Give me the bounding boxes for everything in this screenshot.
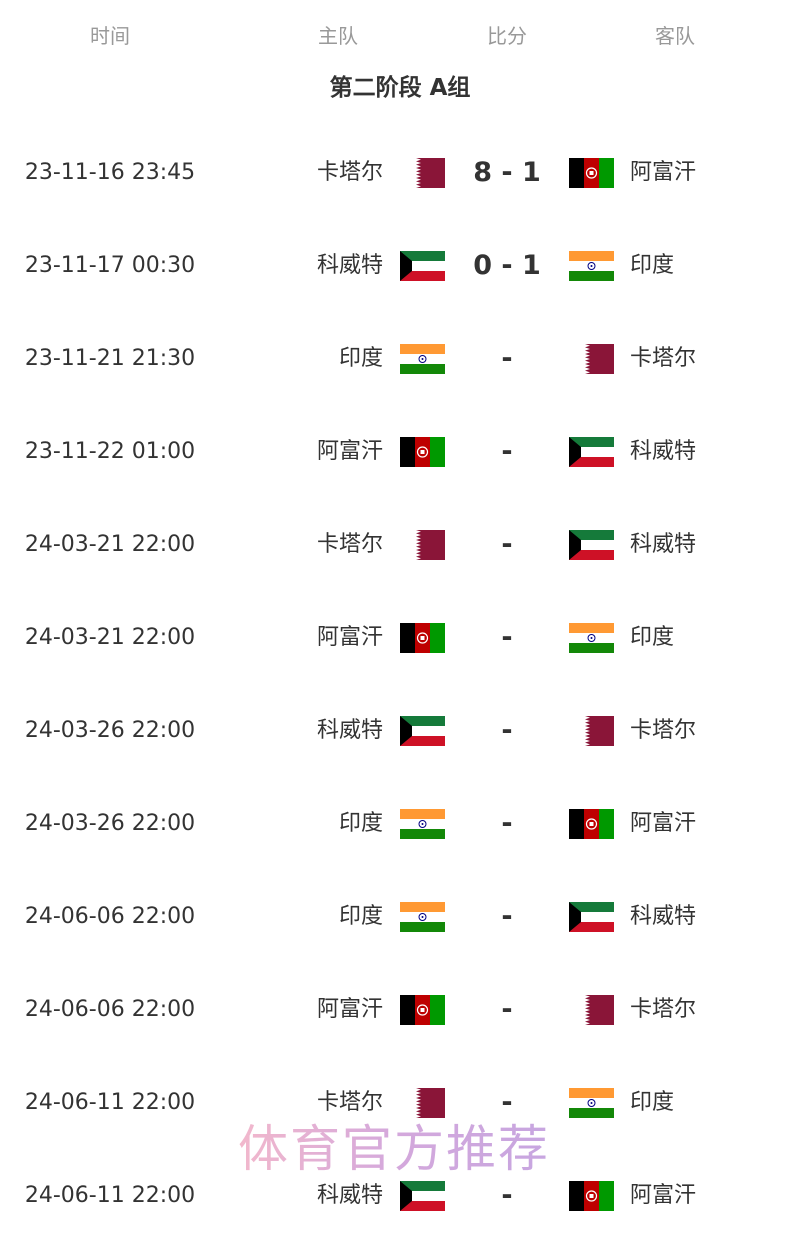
away-team: 印度	[630, 1090, 675, 1115]
header-score: 比分	[487, 24, 527, 48]
india-flag-icon	[400, 902, 445, 932]
group-title: 第二阶段 A组	[329, 75, 471, 101]
india-flag-icon	[569, 623, 614, 653]
qatar-flag-icon	[400, 530, 445, 560]
match-row[interactable]: 24-06-06 22:00 印度 - 科威特	[0, 892, 800, 942]
match-row[interactable]: 24-03-21 22:00 卡塔尔 - 科威特	[0, 520, 800, 570]
away-team: 印度	[630, 625, 675, 650]
match-time: 24-03-26 22:00	[24, 718, 196, 743]
match-time: 24-06-06 22:00	[24, 904, 196, 929]
away-team: 科威特	[630, 439, 697, 464]
india-flag-icon	[400, 809, 445, 839]
afghanistan-flag-icon	[400, 623, 445, 653]
india-flag-icon	[569, 1088, 614, 1118]
kuwait-flag-icon	[400, 251, 445, 281]
match-time: 23-11-17 00:30	[24, 253, 196, 278]
kuwait-flag-icon	[400, 1181, 445, 1211]
qatar-flag-icon	[569, 995, 614, 1025]
match-score: -	[501, 1087, 513, 1118]
match-score: -	[501, 808, 513, 839]
india-flag-icon	[569, 251, 614, 281]
kuwait-flag-icon	[569, 902, 614, 932]
away-team: 阿富汗	[630, 1183, 697, 1208]
away-team: 阿富汗	[630, 811, 697, 836]
away-team: 阿富汗	[630, 160, 697, 185]
away-team: 卡塔尔	[630, 718, 697, 743]
match-score: -	[501, 994, 513, 1025]
qatar-flag-icon	[569, 344, 614, 374]
away-team: 印度	[630, 253, 675, 278]
match-time: 24-06-06 22:00	[24, 997, 196, 1022]
match-score: -	[501, 436, 513, 467]
match-time: 24-06-11 22:00	[24, 1183, 196, 1208]
kuwait-flag-icon	[569, 437, 614, 467]
afghanistan-flag-icon	[569, 1181, 614, 1211]
home-team: 科威特	[316, 253, 383, 278]
home-team: 科威特	[316, 1183, 383, 1208]
home-team: 卡塔尔	[316, 1090, 383, 1115]
home-team: 阿富汗	[316, 997, 383, 1022]
afghanistan-flag-icon	[569, 809, 614, 839]
header-home: 主队	[318, 24, 358, 48]
away-team: 卡塔尔	[630, 346, 697, 371]
header-time: 时间	[90, 24, 130, 48]
match-row[interactable]: 23-11-22 01:00 阿富汗 - 科威特	[0, 427, 800, 477]
match-row[interactable]: 24-06-11 22:00 科威特 - 阿富汗	[0, 1171, 800, 1221]
match-score: 0 - 1	[473, 250, 541, 281]
away-team: 科威特	[630, 904, 697, 929]
india-flag-icon	[400, 344, 445, 374]
match-row[interactable]: 24-06-11 22:00 卡塔尔 - 印度	[0, 1078, 800, 1128]
header-away: 客队	[655, 24, 695, 48]
match-row[interactable]: 24-03-21 22:00 阿富汗 - 印度	[0, 613, 800, 663]
watermark: 体育官方推荐	[238, 1120, 550, 1178]
match-time: 24-03-26 22:00	[24, 811, 196, 836]
match-row[interactable]: 24-03-26 22:00 科威特 - 卡塔尔	[0, 706, 800, 756]
away-team: 科威特	[630, 532, 697, 557]
match-time: 24-03-21 22:00	[24, 625, 196, 650]
match-time: 24-03-21 22:00	[24, 532, 196, 557]
home-team: 印度	[338, 346, 383, 371]
home-team: 印度	[338, 904, 383, 929]
match-score: -	[501, 622, 513, 653]
home-team: 阿富汗	[316, 625, 383, 650]
match-time: 23-11-21 21:30	[24, 346, 196, 371]
qatar-flag-icon	[400, 1088, 445, 1118]
home-team: 卡塔尔	[316, 160, 383, 185]
home-team: 阿富汗	[316, 439, 383, 464]
match-score: -	[501, 715, 513, 746]
afghanistan-flag-icon	[569, 158, 614, 188]
match-score: -	[501, 343, 513, 374]
home-team: 卡塔尔	[316, 532, 383, 557]
match-row[interactable]: 23-11-21 21:30 印度 - 卡塔尔	[0, 334, 800, 384]
match-time: 23-11-22 01:00	[24, 439, 196, 464]
afghanistan-flag-icon	[400, 995, 445, 1025]
match-score: -	[501, 901, 513, 932]
home-team: 科威特	[316, 718, 383, 743]
match-time: 23-11-16 23:45	[24, 160, 196, 185]
match-time: 24-06-11 22:00	[24, 1090, 196, 1115]
match-row[interactable]: 23-11-16 23:45 卡塔尔 8 - 1 阿富汗	[0, 148, 800, 198]
qatar-flag-icon	[400, 158, 445, 188]
afghanistan-flag-icon	[400, 437, 445, 467]
match-row[interactable]: 23-11-17 00:30 科威特 0 - 1 印度	[0, 241, 800, 291]
match-row[interactable]: 24-03-26 22:00 印度 - 阿富汗	[0, 799, 800, 849]
home-team: 印度	[338, 811, 383, 836]
match-row[interactable]: 24-06-06 22:00 阿富汗 - 卡塔尔	[0, 985, 800, 1035]
away-team: 卡塔尔	[630, 997, 697, 1022]
match-score: -	[501, 1180, 513, 1211]
kuwait-flag-icon	[569, 530, 614, 560]
qatar-flag-icon	[569, 716, 614, 746]
kuwait-flag-icon	[400, 716, 445, 746]
match-score: 8 - 1	[473, 157, 541, 188]
match-score: -	[501, 529, 513, 560]
